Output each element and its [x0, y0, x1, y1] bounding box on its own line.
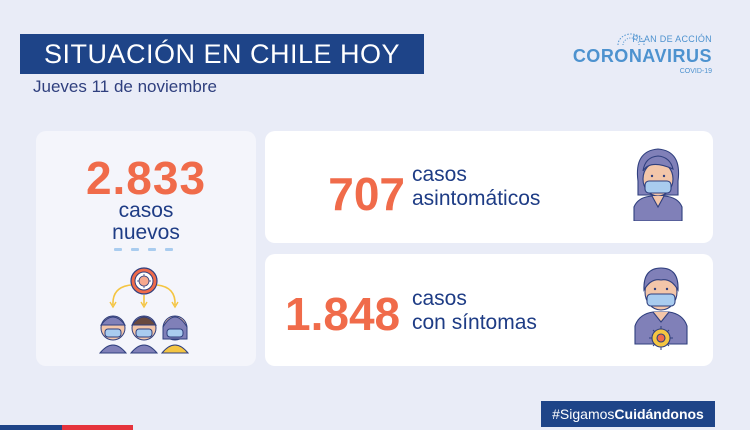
hashtag-bold: Cuidándonos	[614, 406, 704, 422]
asymptomatic-number: 707	[328, 168, 405, 220]
government-emblem-icon	[617, 33, 645, 46]
page-title: SITUACIÓN EN CHILE HOY	[20, 34, 424, 74]
logo-plan-text: PLAN DE ACCIÓN	[632, 34, 712, 44]
new-cases-card: 2.833 casos nuevos	[36, 131, 256, 366]
new-cases-number: 2.833	[85, 152, 207, 204]
hashtag-badge: #SigamosCuidándonos	[541, 401, 715, 427]
asymptomatic-label-line2: asintomáticos	[412, 187, 541, 210]
asymptomatic-card: 707 casos asintomáticos	[265, 131, 713, 243]
new-cases-label-line1: casos	[118, 199, 174, 222]
asymptomatic-label-line1: casos	[412, 163, 467, 186]
symptomatic-label-line2: con síntomas	[412, 311, 537, 334]
symptomatic-label-line1: casos	[412, 287, 467, 310]
logo-main-text: CORONAVIRUS	[572, 46, 712, 66]
coronavirus-logo: PLAN DE ACCIÓN CORONAVIRUS COVID-19	[572, 32, 722, 82]
masked-woman-icon	[633, 148, 683, 221]
date-label: Jueves 11 de noviembre	[33, 77, 217, 96]
hashtag-prefix: #Sigamos	[552, 406, 615, 422]
asymptomatic-label: casos asintomáticos	[412, 163, 540, 211]
symptomatic-card: 1.848 casos con síntomas	[265, 254, 713, 366]
virus-spread-people-icon	[98, 267, 190, 354]
logo-sub-text: COVID-19	[679, 68, 712, 75]
masked-man-virus-icon	[634, 267, 688, 350]
new-cases-label-line2: nuevos	[112, 221, 180, 244]
symptomatic-label: casos con síntomas	[412, 287, 537, 335]
symptomatic-number: 1.848	[285, 288, 401, 340]
divider-dots	[114, 248, 173, 251]
flag-stripe	[0, 425, 133, 430]
